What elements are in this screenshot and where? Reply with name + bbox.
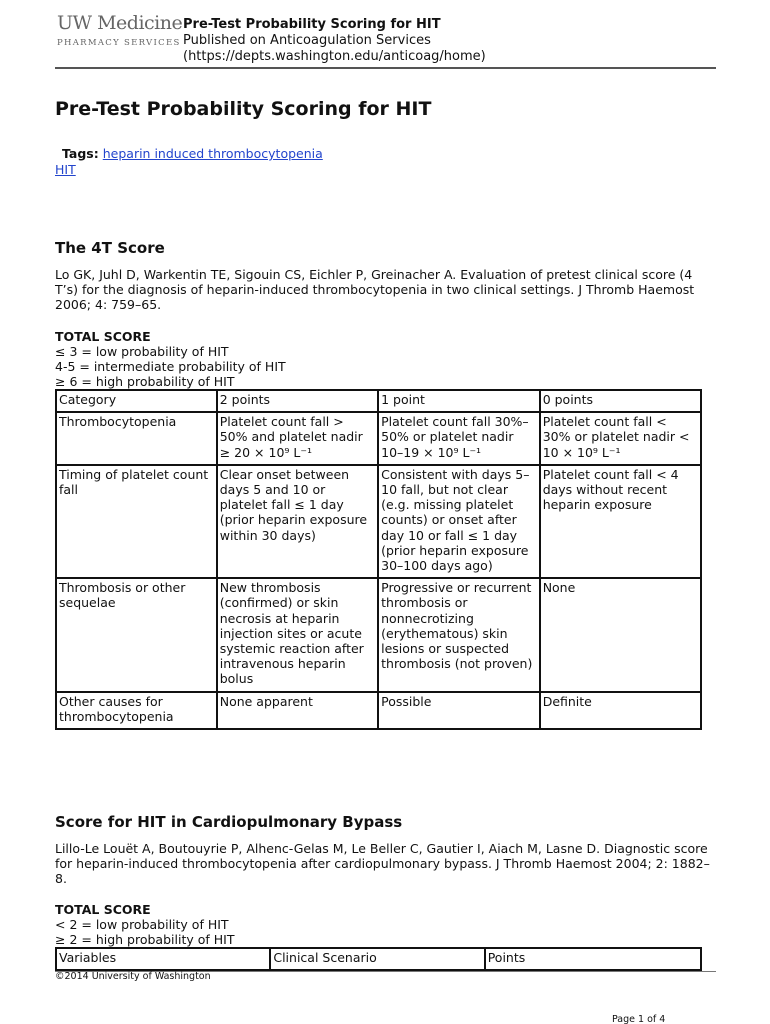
- table-cell: Clear onset between days 5 and 10 or pla…: [215, 463, 380, 580]
- header-published: Published on Anticoagulation Services: [183, 33, 431, 48]
- header-url: (https://depts.washington.edu/anticoag/h…: [183, 49, 486, 64]
- score-line: ≥ 2 = high probability of HIT: [55, 932, 235, 947]
- table-cell: Definite: [538, 690, 703, 731]
- score-line: ≤ 3 = low probability of HIT: [55, 344, 229, 359]
- tag-link-heparin-induced-thrombocytopenia[interactable]: heparin induced thrombocytopenia: [102, 146, 323, 161]
- header-cell: Points: [483, 946, 703, 972]
- table-cell: Timing of platelet count fall: [55, 463, 218, 580]
- footer-divider: [55, 971, 716, 972]
- header-cell: Variables: [54, 946, 272, 972]
- total-score-label: TOTAL SCORE: [55, 329, 151, 344]
- table-header-row: Variables Clinical Scenario Points: [54, 946, 703, 972]
- table-cell: Possible: [377, 690, 541, 731]
- table-cell: Platelet count fall > 50% and platelet n…: [215, 411, 380, 466]
- tags: Tags: heparin induced thrombocytopenia: [62, 146, 323, 161]
- header-cell: 0 points: [538, 388, 703, 414]
- header-divider: [55, 67, 716, 69]
- table-cell: Thrombosis or other sequelae: [55, 577, 218, 693]
- score-line: ≥ 6 = high probability of HIT: [55, 374, 235, 389]
- page-title: Pre-Test Probability Scoring for HIT: [55, 98, 432, 120]
- citation-4t: Lo GK, Juhl D, Warkentin TE, Sigouin CS,…: [55, 267, 695, 312]
- score-line: < 2 = low probability of HIT: [55, 917, 229, 932]
- table-row: Timing of platelet count fall Clear onse…: [55, 463, 703, 580]
- table-cell: Platelet count fall < 30% or platelet na…: [538, 411, 703, 466]
- page-number: Page 1 of 4: [612, 1014, 666, 1024]
- section-title-cpb: Score for HIT in Cardiopulmonary Bypass: [55, 813, 403, 831]
- total-score-cpb: TOTAL SCORE < 2 = low probability of HIT…: [55, 902, 715, 947]
- tag-link-hit[interactable]: HIT: [55, 162, 76, 177]
- table-cell: Platelet count fall < 4 days without rec…: [538, 463, 703, 580]
- score-line: 4-5 = intermediate probability of HIT: [55, 359, 286, 374]
- pharmacy-services-logo-text: PHARMACY SERVICES: [57, 38, 181, 48]
- table-row: Thrombosis or other sequelae New thrombo…: [55, 577, 703, 693]
- print-header: Pre-Test Probability Scoring for HIT Pub…: [183, 16, 486, 65]
- citation-cpb: Lillo-Le Louët A, Boutouyrie P, Alhenc-G…: [55, 841, 710, 886]
- header-cell: Category: [55, 388, 218, 414]
- header-cell: 1 point: [377, 388, 541, 414]
- section-title-4t: The 4T Score: [55, 239, 165, 257]
- table-cell: New thrombosis (confirmed) or skin necro…: [215, 577, 380, 693]
- table-cell: None apparent: [215, 690, 380, 731]
- 4t-score-table: Category 2 points 1 point 0 points Throm…: [55, 388, 703, 731]
- uw-medicine-logo: UW Medicine: [57, 12, 183, 34]
- header-cell: 2 points: [215, 388, 380, 414]
- table-row: Thrombocytopenia Platelet count fall > 5…: [55, 411, 703, 466]
- table-cell: Progressive or recurrent thrombosis or n…: [377, 577, 541, 693]
- header-title: Pre-Test Probability Scoring for HIT: [183, 17, 441, 32]
- table-cell: Consistent with days 5–10 fall, but not …: [377, 463, 541, 580]
- tags-label: Tags:: [62, 146, 99, 161]
- cpb-score-table: Variables Clinical Scenario Points: [54, 946, 703, 972]
- table-cell: Thrombocytopenia: [55, 411, 218, 466]
- copyright: ©2014 University of Washington: [55, 971, 211, 982]
- table-header-row: Category 2 points 1 point 0 points: [55, 388, 703, 414]
- table-cell: None: [538, 577, 703, 693]
- header-cell: Clinical Scenario: [269, 946, 486, 972]
- total-score-4t: TOTAL SCORE ≤ 3 = low probability of HIT…: [55, 329, 715, 389]
- table-cell: Other causes for thrombocytopenia: [55, 690, 218, 731]
- total-score-label: TOTAL SCORE: [55, 902, 151, 917]
- table-cell: Platelet count fall 30%–50% or platelet …: [377, 411, 541, 466]
- table-row: Other causes for thrombocytopenia None a…: [55, 690, 703, 731]
